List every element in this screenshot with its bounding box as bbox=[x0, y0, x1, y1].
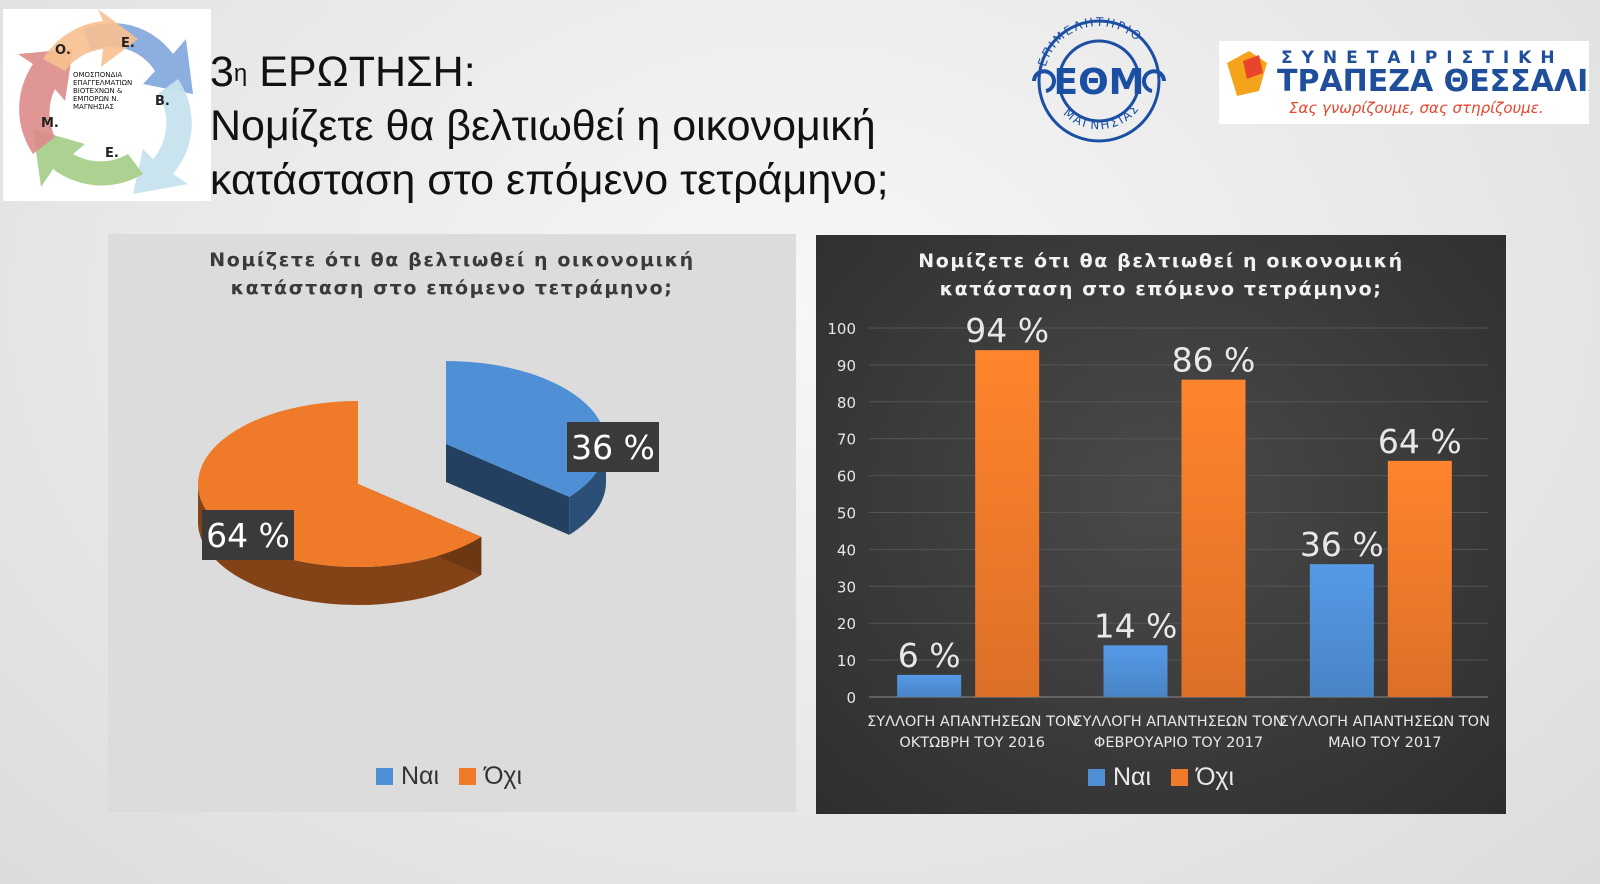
pie-data-label-box bbox=[202, 510, 294, 560]
y-tick-label: 30 bbox=[837, 578, 856, 596]
bar-data-label: 94 % bbox=[965, 311, 1049, 350]
slide-title-line2: Νομίζετε θα βελτιωθεί η οικονομική bbox=[210, 102, 876, 150]
y-tick-label: 40 bbox=[837, 541, 856, 559]
pie-slice-side bbox=[198, 484, 482, 605]
pie-chart: 36 % 64 % bbox=[197, 361, 659, 605]
omespimm-logo: Ο. Ε. Β. Ε. Μ. ΟΜΟΣΠΟΝΔΙΑ ΕΠΑΓΓΕΛΜΑΤΙΩΝ … bbox=[3, 9, 211, 201]
x-tick-label: ΦΕΒΡΟΥΑΡΙΟ ΤΟΥ 2017 bbox=[1094, 735, 1263, 751]
logo-letter-o: Ο. bbox=[55, 43, 71, 58]
pie-chart-title: Νομίζετε ότι θα βελτιωθεί η οικονομική κα… bbox=[108, 246, 796, 302]
legend-item: Ναι bbox=[1088, 763, 1151, 792]
pie-slice bbox=[446, 361, 606, 535]
slide-title-line3: κατάσταση στο επόμενο τετράμηνο; bbox=[210, 156, 889, 204]
bar-chart-title: Νομίζετε ότι θα βελτιωθεί η οικονομική κα… bbox=[816, 247, 1506, 303]
x-tick-label: ΜΑΙΟ ΤΟΥ 2017 bbox=[1328, 735, 1441, 751]
y-tick-label: 50 bbox=[837, 505, 856, 523]
bar-Ναι-1 bbox=[1103, 645, 1168, 697]
legend-swatch bbox=[1171, 769, 1189, 786]
legend-item: Όχι bbox=[459, 762, 522, 791]
logo-letter-v: Β. bbox=[155, 94, 170, 109]
bank-logo: ΣΥΝΕΤΑΙΡΙΣΤΙΚΗ ΤΡΑΠΕΖΑ ΘΕΣΣΑΛΙΑΣ Σας γνω… bbox=[1219, 41, 1600, 124]
pie-legend: Ναι Όχι bbox=[376, 762, 522, 791]
y-tick-label: 20 bbox=[837, 615, 856, 633]
logo-text-line: ΕΠΑΓΓΕΛΜΑΤΙΩΝ bbox=[73, 79, 132, 87]
pie-data-label: 64 % bbox=[202, 510, 294, 560]
pie-slice-side bbox=[569, 444, 606, 535]
pie-chart-panel: Νομίζετε ότι θα βελτιωθεί η οικονομική κα… bbox=[108, 234, 796, 812]
y-tick-label: 0 bbox=[846, 689, 856, 707]
epimelitirio-logo: ΕΠΙΜΕΛΗΤΗΡΙΟ ΜΑΓΝΗΣΙΑΣ ΕΘΜ bbox=[1016, 6, 1182, 156]
x-tick-label: ΟΚΤΩΒΡΗ ΤΟΥ 2016 bbox=[899, 735, 1045, 751]
y-tick-label: 10 bbox=[837, 652, 856, 670]
y-tick-label: 60 bbox=[837, 468, 856, 486]
x-tick-label: ΣΥΛΛΟΓΗ ΑΠΑΝΤΗΣΕΩΝ ΤΟΝ bbox=[867, 714, 1077, 730]
legend-swatch bbox=[1088, 769, 1105, 786]
bar-Ναι-2 bbox=[1309, 564, 1374, 697]
bar-Όχι-0 bbox=[975, 350, 1040, 697]
legend-label: Όχι bbox=[1196, 763, 1235, 791]
logo-text-line: ΕΜΠΟΡΩΝ Ν. bbox=[73, 95, 119, 103]
y-tick-label: 80 bbox=[837, 394, 856, 412]
pie-data-label-text: 64 % bbox=[206, 516, 290, 555]
pie-slice-top bbox=[446, 361, 606, 497]
logo-text-line: ΟΜΟΣΠΟΝΔΙΑ bbox=[73, 71, 122, 79]
bar-Όχι-1 bbox=[1181, 379, 1246, 697]
pie-data-label-box bbox=[567, 422, 659, 472]
bank-line2: ΤΡΑΠΕΖΑ ΘΕΣΣΑΛΙΑΣ bbox=[1277, 64, 1589, 99]
logo-letter-e1: Ε. bbox=[121, 36, 135, 51]
epim-center-text: ΕΘΜ bbox=[1053, 62, 1144, 103]
bar-chart-panel: Νομίζετε ότι θα βελτιωθεί η οικονομική κα… bbox=[816, 235, 1506, 814]
chart-title-line: Νομίζετε ότι θα βελτιωθεί η οικονομική bbox=[209, 249, 695, 271]
y-tick-label: 90 bbox=[837, 357, 856, 375]
slide-title: 3η ΕΡΩΤΗΣΗ: Νομίζετε θα βελτιωθεί η οικο… bbox=[210, 45, 990, 207]
bar-data-label: 14 % bbox=[1094, 606, 1178, 645]
bar-data-label: 36 % bbox=[1300, 525, 1384, 564]
x-tick-label: ΣΥΛΛΟΓΗ ΑΠΑΝΤΗΣΕΩΝ ΤΟΝ bbox=[1280, 714, 1490, 730]
logo-letter-e2: Ε. bbox=[105, 146, 119, 161]
epim-bottom-arc: ΜΑΓΝΗΣΙΑΣ bbox=[1061, 101, 1143, 133]
bank-slogan: Σας γνωρίζουμε, σας στηρίζουμε. bbox=[1289, 99, 1544, 117]
chart-title-line: Νομίζετε ότι θα βελτιωθεί η οικονομική bbox=[918, 250, 1404, 272]
slide-title-line1: 3η ΕΡΩΤΗΣΗ: bbox=[210, 48, 476, 96]
bar-legend: Ναι Όχι bbox=[1088, 763, 1234, 792]
bar-data-label: 86 % bbox=[1172, 341, 1256, 380]
pie-slice-wall bbox=[446, 444, 570, 535]
legend-swatch bbox=[376, 768, 393, 785]
legend-item: Ναι bbox=[376, 762, 439, 791]
bar-Όχι-2 bbox=[1387, 460, 1452, 697]
legend-swatch bbox=[459, 768, 477, 785]
chart-title-line: κατάσταση στο επόμενο τετράμηνο; bbox=[939, 278, 1383, 300]
logo-text-line: ΜΑΓΝΗΣΙΑΣ bbox=[73, 103, 114, 111]
pie-data-label: 36 % bbox=[567, 422, 659, 472]
bank-line1: ΣΥΝΕΤΑΙΡΙΣΤΙΚΗ bbox=[1281, 48, 1564, 68]
bar-Ναι-0 bbox=[897, 674, 962, 697]
logo-letter-m: Μ. bbox=[41, 116, 59, 131]
y-tick-label: 100 bbox=[827, 320, 856, 338]
legend-item: Όχι bbox=[1171, 763, 1234, 792]
chart-title-line: κατάσταση στο επόμενο τετράμηνο; bbox=[230, 277, 674, 299]
bar-chart: 0 10 20 30 40 50 60 70 80 90 100 6 % 94 % ΣΥΛΛΟΓΗ ΑΠΑ… bbox=[827, 311, 1490, 751]
pie-slice bbox=[197, 401, 482, 605]
bar-data-label: 64 % bbox=[1378, 422, 1462, 461]
bar-data-label: 6 % bbox=[898, 636, 961, 675]
logo-text-line: ΒΙΟΤΕΧΝΩΝ & bbox=[73, 87, 123, 95]
legend-label: Ναι bbox=[1113, 763, 1152, 791]
y-tick-label: 70 bbox=[837, 431, 856, 449]
legend-label: Ναι bbox=[401, 762, 440, 790]
legend-label: Όχι bbox=[484, 762, 523, 790]
pie-data-label-text: 36 % bbox=[571, 428, 655, 467]
x-tick-label: ΣΥΛΛΟΓΗ ΑΠΑΝΤΗΣΕΩΝ ΤΟΝ bbox=[1073, 714, 1283, 730]
